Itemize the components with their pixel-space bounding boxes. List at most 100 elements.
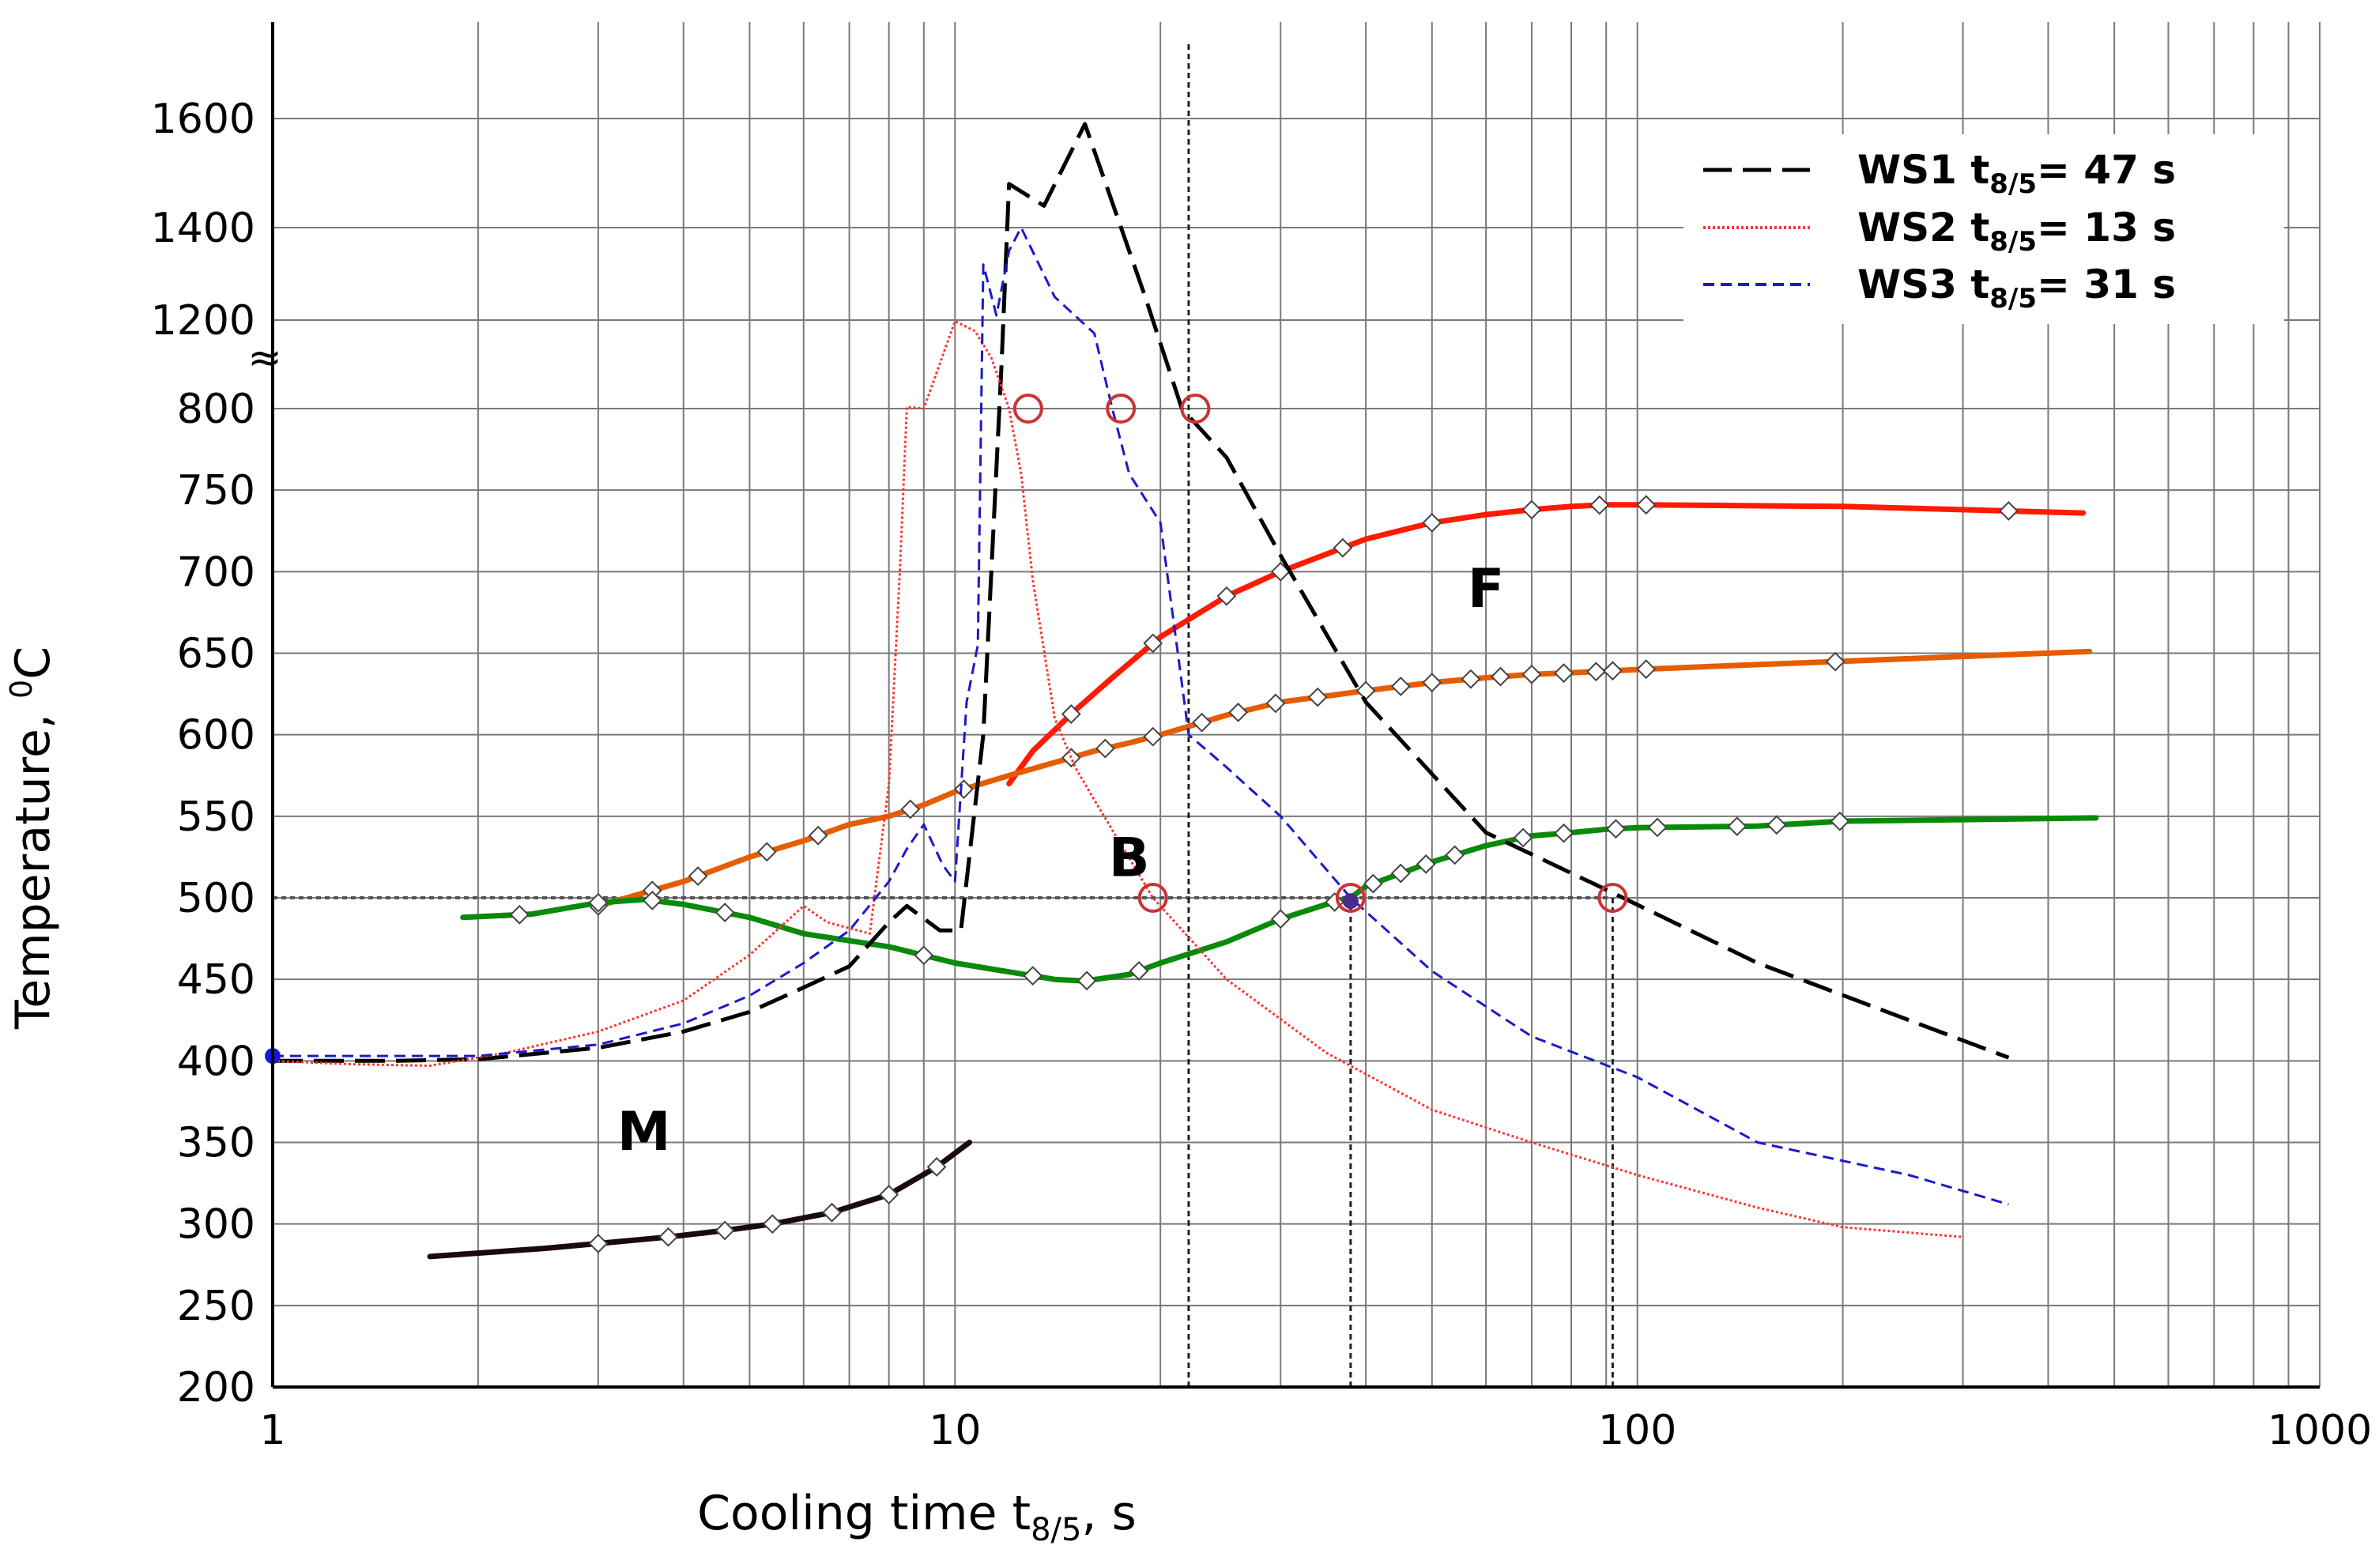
transformation-diamond-marker — [1390, 863, 1411, 884]
y-tick-label: 400 — [177, 1038, 255, 1085]
transformation-diamond-marker — [1422, 673, 1442, 693]
y-tick-label: 500 — [177, 875, 255, 922]
ws-circle-marker — [1012, 394, 1043, 424]
transformation-diamond-marker — [1061, 704, 1081, 724]
x-axis-title: Cooling time t8/5, s — [697, 1486, 1137, 1548]
weld-series-lines — [272, 122, 2010, 1238]
legend-entry-ws1: WS1 t8/5= 47 s — [1703, 147, 2176, 200]
transformation-diamond-marker — [954, 779, 974, 799]
transformation-diamond-marker — [1602, 661, 1623, 681]
y-tick-label: 600 — [177, 712, 255, 760]
legend-entry-ws2: WS2 t8/5= 13 s — [1703, 205, 2176, 258]
transformation-diamond-marker — [642, 890, 662, 910]
transformation-diamond-marker — [1363, 873, 1383, 894]
transformation-diamond-marker — [509, 904, 530, 925]
svg-text:WS2 t8/5= 13 s: WS2 t8/5= 13 s — [1857, 205, 2176, 258]
transformation-diamond-marker — [1228, 702, 1249, 722]
transformation-diamond-marker — [1265, 693, 1286, 714]
transformation-diamond-marker — [1521, 664, 1542, 684]
transformation-diamond-marker — [1606, 819, 1626, 839]
transformation-diamond-marker — [756, 842, 777, 862]
transformation-diamond-marker — [1192, 712, 1212, 733]
transformation-diamond-marker — [808, 825, 828, 846]
transformation-diamond-marker — [1216, 586, 1237, 606]
ws-circle-marker — [1597, 883, 1628, 913]
transformation-diamond-marker — [1445, 845, 1465, 865]
y-tick-label: 750 — [177, 467, 255, 514]
transformation-diamond-marker — [1491, 666, 1510, 687]
y-tick-label: 650 — [177, 631, 255, 678]
y-tick-label: 1600 — [151, 96, 255, 143]
transformation-curve-0 — [1006, 502, 2087, 787]
transformation-diamond-marker — [1061, 748, 1081, 768]
transformation-diamond-marker — [1143, 633, 1163, 654]
transformation-diamond-marker — [1422, 513, 1442, 533]
transformation-diamond-marker — [1636, 495, 1657, 515]
transformation-diamond-marker — [926, 1157, 947, 1177]
transformation-diamond-marker — [914, 945, 934, 966]
transformation-diamond-marker — [1513, 827, 1533, 848]
transformation-diamond-marker — [588, 1234, 609, 1253]
transformation-diamond-marker — [1390, 677, 1411, 696]
y-tick-label: 1400 — [151, 205, 255, 252]
tick-labels: 1 10 100 1000 200 250 300 350 400 450 500 550 600 650… — [151, 96, 2373, 1454]
region-labels: F B M — [617, 558, 1504, 1163]
ws-circle-marker — [1106, 394, 1137, 424]
ws-circle-marker — [1335, 883, 1366, 913]
x-tick-label: 1000 — [2268, 1407, 2372, 1454]
transformation-diamond-marker — [1143, 726, 1163, 747]
svg-text:WS1 t8/5= 47 s: WS1 t8/5= 47 s — [1857, 147, 2176, 200]
transformation-diamond-marker — [658, 1227, 678, 1247]
region-label-f: F — [1468, 558, 1504, 620]
transformation-diamond-marker — [1830, 811, 1850, 831]
ws-markers — [265, 394, 1628, 1065]
y-tick-label: 700 — [177, 548, 255, 596]
ws-circle-marker — [1180, 394, 1211, 424]
x-tick-label: 1 — [259, 1407, 285, 1454]
weld-series-line-ws3 — [273, 226, 2009, 1206]
y-tick-label: 350 — [177, 1120, 255, 1167]
transformation-diamond-marker — [1333, 537, 1353, 558]
region-label-b: B — [1109, 827, 1150, 889]
ws-circle-marker — [1137, 883, 1168, 913]
transformation-diamond-marker — [1554, 823, 1574, 843]
transformation-diamond-marker — [1307, 687, 1328, 707]
transformation-diamond-marker — [1095, 738, 1115, 759]
y-axis-title: Temperature, 0C — [4, 646, 61, 1030]
transformation-diamond-marker — [1998, 501, 2019, 521]
y-tick-label: 200 — [177, 1364, 255, 1412]
svg-text:WS3 t8/5= 31 s: WS3 t8/5= 31 s — [1857, 262, 2176, 315]
y-tick-label: 550 — [177, 793, 255, 841]
transformation-diamond-marker — [588, 892, 609, 913]
transformation-diamond-marker — [1636, 659, 1657, 680]
transformation-diamond-marker — [1586, 662, 1606, 682]
transformation-diamond-marker — [1589, 495, 1610, 515]
region-label-m: M — [617, 1101, 671, 1163]
legend-background — [1683, 134, 2284, 324]
transformation-diamond-marker — [762, 1214, 782, 1234]
x-tick-label: 100 — [1598, 1407, 1676, 1454]
y-tick-label: 1200 — [151, 297, 255, 345]
transformation-diamond-marker — [1076, 971, 1097, 991]
transformation-diamond-marker — [1727, 816, 1747, 836]
start-point — [1342, 893, 1359, 910]
weld-series-line-ws1 — [273, 122, 2010, 1063]
transformation-diamond-marker — [1554, 663, 1574, 684]
legend: WS1 t8/5= 47 s WS2 t8/5= 13 s WS3 t8/5= … — [1683, 134, 2284, 324]
y-tick-label: 800 — [177, 386, 255, 433]
weld-series-line-ws2 — [272, 319, 1963, 1238]
y-tick-label: 250 — [177, 1283, 255, 1330]
transformation-diamond-marker — [1023, 966, 1043, 986]
transformation-curve-1 — [595, 648, 2093, 909]
y-tick-label: 450 — [177, 956, 255, 1004]
axes — [271, 22, 2320, 1389]
reference-lines — [273, 41, 1614, 1387]
transformation-diamond-marker — [1766, 815, 1787, 835]
transformation-diamond-marker — [1129, 961, 1149, 981]
legend-entry-ws3: WS3 t8/5= 31 s — [1703, 262, 2176, 315]
transformation-curve-2 — [460, 815, 2099, 984]
y-tick-label: 300 — [177, 1201, 255, 1249]
transformation-curve-3 — [427, 1140, 973, 1260]
transformation-diamond-marker — [1825, 651, 1846, 672]
